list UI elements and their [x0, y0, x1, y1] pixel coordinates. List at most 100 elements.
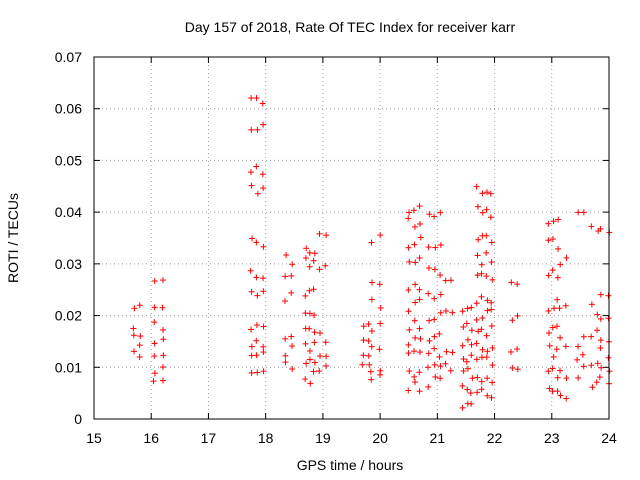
data-point [248, 326, 255, 333]
data-point [323, 232, 330, 239]
x-tick-label: 15 [86, 430, 102, 446]
data-point [443, 348, 450, 355]
x-tick-labels: 15 16 17 18 19 20 21 22 23 24 [86, 430, 617, 446]
data-point [555, 245, 562, 252]
data-point [594, 360, 601, 367]
data-point [306, 356, 313, 363]
chart-title: Day 157 of 2018, Rate Of TEC Index for r… [185, 19, 516, 35]
data-point [489, 362, 496, 369]
x-axis-label: GPS time / hours [297, 457, 404, 473]
data-point [307, 380, 314, 387]
y-tick-label: 0.05 [55, 152, 82, 168]
data-point [448, 277, 455, 284]
data-point [431, 333, 438, 340]
data-point [306, 287, 313, 294]
data-point [459, 404, 466, 411]
data-point [323, 353, 330, 360]
data-point [322, 262, 329, 269]
data-point [288, 333, 295, 340]
data-point [473, 300, 480, 307]
data-point [253, 163, 260, 170]
data-point [479, 315, 486, 322]
data-point [253, 337, 260, 344]
data-point [473, 316, 480, 323]
data-point [553, 346, 560, 353]
data-point [412, 281, 419, 288]
data-point [437, 291, 444, 298]
data-point [442, 307, 449, 314]
data-point [442, 360, 449, 367]
data-point [425, 290, 432, 297]
data-point [288, 272, 295, 279]
data-point [410, 348, 417, 355]
data-point [562, 302, 569, 309]
data-point [283, 251, 290, 258]
data-point [248, 288, 255, 295]
data-point [594, 327, 601, 334]
data-point [468, 400, 475, 407]
data-point [316, 230, 323, 237]
data-point [368, 343, 375, 350]
data-point [509, 365, 516, 372]
data-point [474, 252, 481, 259]
data-point [459, 308, 466, 315]
data-point [545, 329, 552, 336]
data-point [437, 375, 444, 382]
data-point [411, 241, 418, 248]
y-tick-label: 0.04 [55, 204, 82, 220]
data-point [588, 362, 595, 369]
data-point [488, 394, 495, 401]
data-point [449, 309, 456, 316]
data-point [549, 267, 556, 274]
data-point [137, 333, 144, 340]
data-point [260, 288, 267, 295]
y-tick-label: 0.01 [55, 359, 82, 375]
x-tick-label: 19 [315, 430, 331, 446]
data-point [575, 209, 582, 216]
data-point [557, 261, 564, 268]
data-point [254, 190, 261, 197]
data-point [360, 323, 367, 330]
data-point [447, 367, 454, 374]
data-point [514, 281, 521, 288]
data-point [550, 218, 557, 225]
data-point [303, 245, 310, 252]
data-point [253, 239, 260, 246]
data-point [553, 323, 560, 330]
data-point [483, 206, 490, 213]
data-point [437, 272, 444, 279]
data-point [478, 378, 485, 385]
data-point [432, 373, 439, 380]
data-point [554, 274, 561, 281]
data-point [468, 341, 475, 348]
data-point [306, 325, 313, 332]
data-point [464, 305, 471, 312]
data-point [463, 358, 470, 365]
data-point [282, 359, 289, 366]
data-point [460, 368, 467, 375]
data-point [474, 389, 481, 396]
data-point [488, 299, 495, 306]
data-point [254, 292, 261, 299]
data-point [449, 349, 456, 356]
data-point [545, 237, 552, 244]
data-point [302, 292, 309, 299]
data-point [248, 95, 255, 102]
data-point [410, 207, 417, 214]
data-point [464, 336, 471, 343]
data-point [597, 225, 604, 232]
data-point [436, 330, 443, 337]
data-point [478, 270, 485, 277]
data-point [151, 304, 158, 311]
data-point [478, 386, 485, 393]
data-point [411, 223, 418, 230]
data-point [545, 307, 552, 314]
data-point [468, 327, 475, 334]
data-point [405, 215, 412, 222]
data-point [484, 392, 491, 399]
data-point [549, 365, 556, 372]
y-tick-labels: 0 0.01 0.02 0.03 0.04 0.05 0.06 0.07 [55, 49, 82, 427]
data-point [597, 337, 604, 344]
data-point [425, 350, 432, 357]
